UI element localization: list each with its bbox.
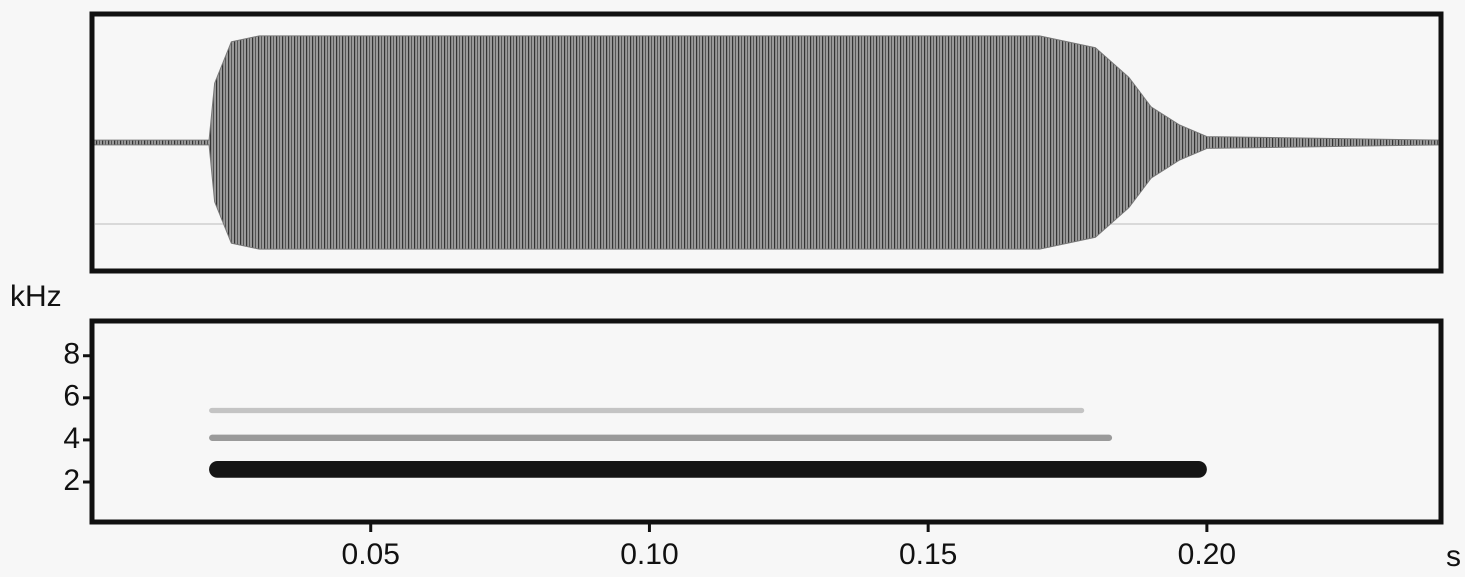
x-axis-label: s — [1446, 540, 1461, 573]
waveform-envelope — [91, 35, 1442, 250]
x-tick-label: 0.15 — [899, 538, 957, 571]
x-tick-label: 0.05 — [342, 538, 400, 571]
y-tick-label: 4 — [63, 422, 80, 455]
x-tick-label: 0.10 — [620, 538, 678, 571]
panel-frame — [89, 318, 1444, 525]
y-tick-label: 8 — [63, 338, 80, 371]
y-tick-label: 6 — [63, 380, 80, 413]
panel-frame — [89, 11, 1444, 274]
y-tick-label: 2 — [63, 464, 80, 497]
spectral-band — [209, 434, 1113, 441]
y-axis-label: kHz — [10, 280, 62, 313]
spectral-band — [209, 407, 1085, 414]
spectral-band — [209, 460, 1207, 478]
x-tick-label: 0.20 — [1178, 538, 1236, 571]
